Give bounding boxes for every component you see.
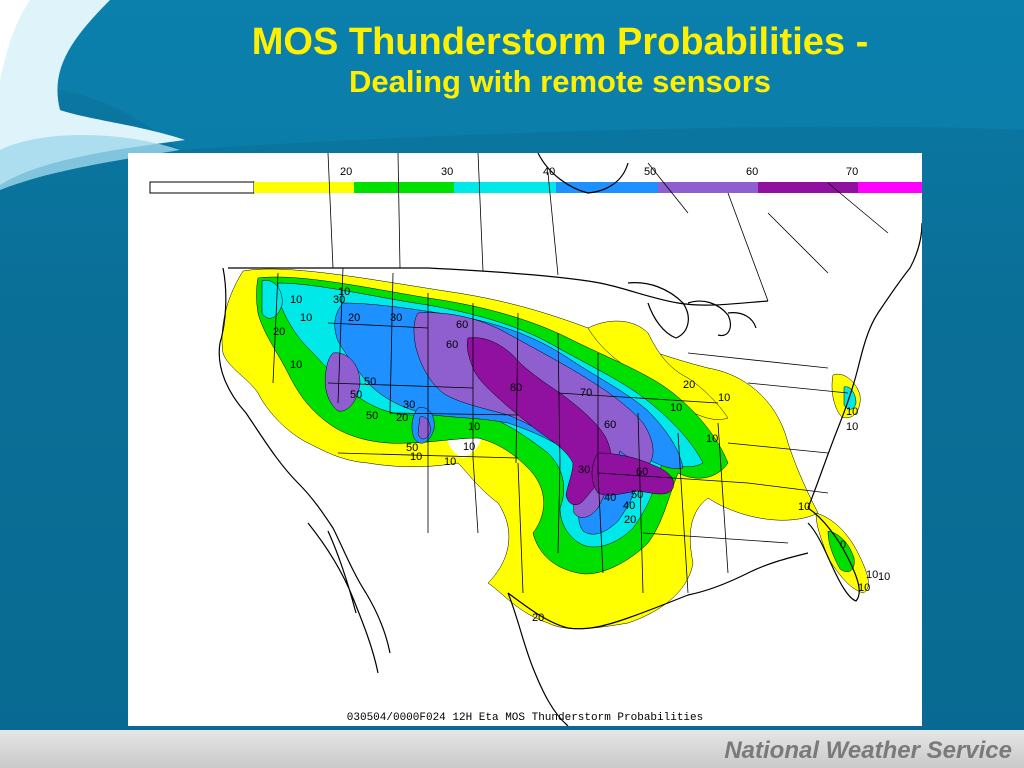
contour-label: 10: [410, 451, 422, 463]
contour-value-labels: 10 10 20 30 30 20 10 10 60 60 50 50 50 2…: [273, 286, 890, 624]
scale-tick-label: 60: [746, 166, 758, 178]
contour-label: 50: [350, 389, 362, 401]
contour-label: 20: [532, 612, 544, 624]
contour-label: 70: [580, 387, 592, 399]
state-lines: [272, 267, 849, 594]
contour-20-region: [827, 530, 855, 572]
contour-label: 10: [846, 406, 858, 418]
east-coast: [807, 222, 922, 509]
contour-label: 50: [364, 376, 376, 388]
contour-label: 10: [878, 571, 890, 583]
contour-label: 10: [444, 456, 456, 468]
hudson-bay: [537, 153, 629, 194]
scale-tick-label: 20: [340, 166, 352, 178]
contour-60-region: [466, 337, 612, 506]
scale-segment-60: [658, 182, 758, 193]
contour-label: 30: [333, 294, 345, 306]
slide-swoosh-decoration: [0, 0, 1024, 190]
contour-label: 10: [290, 359, 302, 371]
footer-organization: National Weather Service: [724, 737, 1012, 764]
contour-label: 0: [840, 539, 846, 551]
footer-bar: [0, 730, 1024, 768]
map-graphic: 20 30 40 50 60 70: [149, 153, 922, 726]
contour-label: 10: [846, 421, 858, 433]
thunderstorm-probability-map: 20 30 40 50 60 70: [128, 153, 922, 726]
contour-label: 30: [578, 464, 590, 476]
contour-label: 40: [623, 500, 635, 512]
scale-tick-label: 50: [644, 166, 656, 178]
contour-label: 10: [706, 433, 718, 445]
map-caption: 030504/0000F024 12H Eta MOS Thunderstorm…: [346, 712, 704, 724]
contour-label: 10: [468, 421, 480, 433]
scale-segment-40: [454, 182, 556, 193]
great-lakes: [627, 282, 757, 339]
slide-subtitle: Dealing with remote sensors: [348, 64, 772, 99]
contour-label: 60: [446, 339, 458, 351]
scale-segment-30: [354, 182, 454, 193]
contour-label: 10: [718, 392, 730, 404]
mexico-coast: [507, 592, 569, 726]
contour-label: 10: [300, 312, 312, 324]
contour-label: 30: [390, 312, 402, 324]
contour-50-region: [324, 352, 361, 412]
slide-title-block: MOS Thunderstorm Probabilities - Dealing…: [170, 20, 950, 100]
scale-segment-20: [254, 182, 354, 193]
contour-label: 20: [273, 326, 285, 338]
contour-label: 10: [670, 402, 682, 414]
contour-50-region: [417, 416, 431, 440]
contour-label: 50: [631, 489, 643, 501]
baja-coast: [307, 522, 379, 674]
contour-label: 60: [636, 466, 648, 478]
scale-tick-label: 40: [543, 166, 555, 178]
contour-label: 50: [366, 410, 378, 422]
gulf-coast: [507, 552, 809, 630]
contour-label: 10: [866, 569, 878, 581]
florida: [807, 507, 860, 602]
contour-label: 10: [463, 441, 475, 453]
contour-label: 60: [604, 419, 616, 431]
contour-label: 20: [624, 514, 636, 526]
contour-label: 10: [858, 582, 870, 594]
scale-segment-80: [858, 182, 922, 193]
contour-label: 20: [348, 312, 360, 324]
contour-label: 20: [683, 379, 695, 391]
contour-label: 10: [290, 294, 302, 306]
probability-contours: [221, 268, 869, 630]
color-scale-bar: 20 30 40 50 60 70: [149, 166, 922, 194]
canada-provinces: [327, 153, 889, 302]
contour-60-region: [591, 452, 674, 496]
contour-label: 50: [406, 442, 418, 454]
scale-tick-label: 30: [441, 166, 453, 178]
canada-border: [228, 267, 769, 306]
coastline-west: [218, 267, 391, 654]
contour-label: 10: [798, 501, 810, 513]
map-outlines: [218, 153, 922, 726]
scale-segment-70: [758, 182, 858, 193]
contour-label: 20: [396, 412, 408, 424]
contour-label: 30: [403, 399, 415, 411]
contour-label: 40: [604, 492, 616, 504]
contour-label: 80: [510, 382, 522, 394]
slide-title: MOS Thunderstorm Probabilities -: [251, 21, 869, 63]
contour-label: 10: [338, 286, 350, 298]
scale-tick-label: 70: [846, 166, 858, 178]
contour-label: 60: [456, 319, 468, 331]
